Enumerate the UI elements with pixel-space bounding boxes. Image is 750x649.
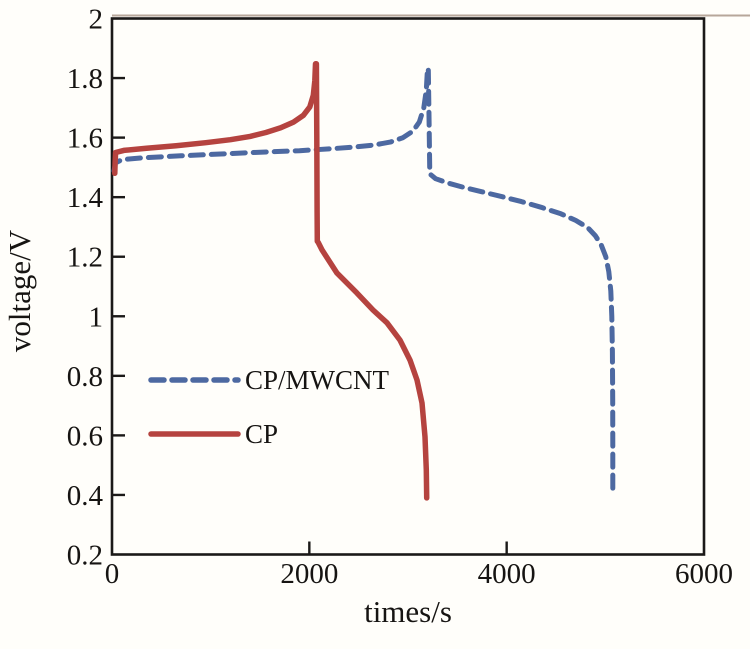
- legend: CP/MWCNT CP: [148, 366, 389, 448]
- svg-text:2: 2: [89, 4, 104, 36]
- legend-dashed-line-sample: [148, 377, 241, 383]
- svg-text:1.4: 1.4: [67, 182, 104, 214]
- legend-label-cp: CP: [245, 419, 279, 449]
- svg-text:1.2: 1.2: [67, 242, 103, 274]
- y-axis-title: voltage/V: [2, 229, 37, 353]
- svg-text:4000: 4000: [478, 558, 536, 590]
- svg-text:0.4: 0.4: [67, 480, 104, 512]
- legend-label-cp-mwcnt: CP/MWCNT: [245, 365, 390, 395]
- svg-text:1.8: 1.8: [67, 63, 103, 95]
- svg-text:2000: 2000: [280, 558, 338, 590]
- svg-text:0.6: 0.6: [67, 420, 103, 452]
- svg-text:6000: 6000: [675, 558, 733, 590]
- svg-text:1.6: 1.6: [67, 123, 103, 155]
- svg-text:0.8: 0.8: [67, 361, 103, 393]
- x-axis-title: times/s: [364, 594, 452, 629]
- legend-item-cp-mwcnt: CP/MWCNT: [148, 366, 389, 394]
- legend-solid-line-sample: [148, 431, 241, 437]
- svg-text:0.2: 0.2: [67, 540, 103, 572]
- svg-text:1: 1: [89, 301, 104, 333]
- legend-item-cp: CP: [148, 420, 389, 448]
- svg-text:0: 0: [105, 558, 120, 590]
